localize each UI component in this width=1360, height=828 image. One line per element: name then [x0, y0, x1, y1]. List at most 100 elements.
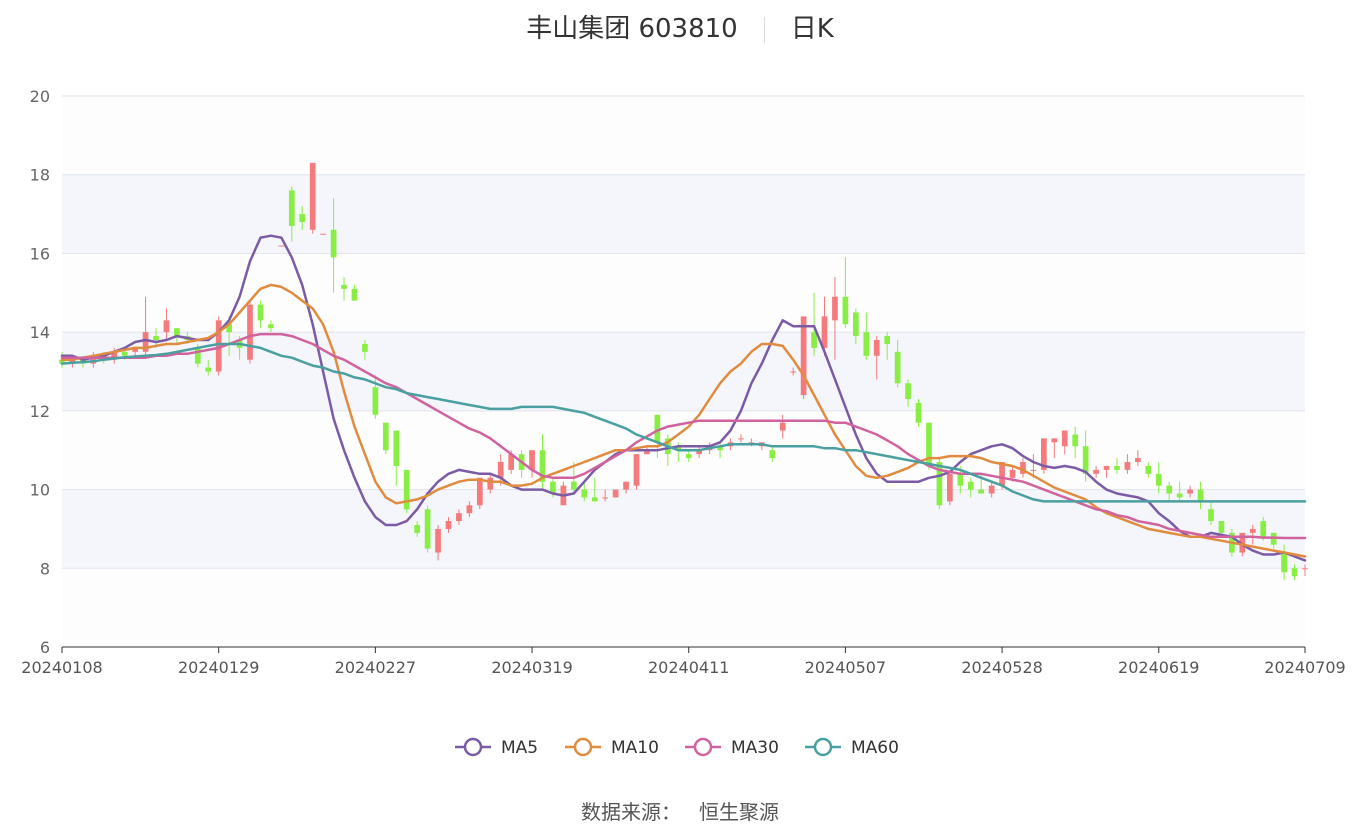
candle-body	[748, 442, 755, 444]
candle-body	[529, 450, 535, 470]
candle-body	[1082, 446, 1089, 474]
candle-body	[142, 332, 149, 352]
candle-body	[1145, 465, 1152, 474]
candle-body	[779, 422, 786, 431]
candle-body	[873, 340, 880, 356]
chart-title-stock: 丰山集团 603810	[526, 14, 738, 44]
candle-body	[205, 367, 212, 372]
candle-body	[456, 513, 462, 522]
candle-body	[612, 489, 619, 498]
candle-body	[132, 347, 138, 352]
candle-body	[821, 316, 828, 348]
candle-body	[226, 324, 232, 333]
candle-body	[372, 387, 379, 415]
candle-body	[1302, 568, 1308, 570]
candle-body	[1166, 485, 1173, 494]
candle-body	[738, 438, 744, 440]
grid-band	[62, 568, 1305, 647]
legend-marker-icon	[573, 737, 593, 757]
candle-body	[1103, 465, 1110, 470]
x-tick-label: 20240411	[648, 658, 729, 677]
candle-body	[967, 481, 974, 490]
candle-body	[445, 521, 452, 529]
candle-body	[1239, 532, 1246, 553]
y-tick-label: 20	[30, 87, 50, 106]
candle-body	[257, 304, 264, 321]
candle-body	[988, 485, 995, 494]
candle-body	[842, 296, 849, 325]
candle-body	[570, 481, 577, 490]
x-tick-label: 20240108	[21, 658, 102, 677]
ma-line-ma30	[60, 332, 1307, 540]
candle-body	[550, 481, 556, 494]
candle-body	[1041, 438, 1047, 470]
candle-body	[811, 332, 817, 348]
candle-body	[278, 245, 285, 247]
candle-body	[591, 497, 598, 502]
candle-body	[1051, 438, 1058, 443]
candle-body	[153, 336, 159, 341]
chart-title: 丰山集团 603810 日K	[0, 8, 1360, 45]
candle-body	[926, 422, 932, 466]
candle-body	[393, 430, 400, 466]
legend-marker-icon	[693, 737, 713, 757]
legend-label: MA5	[501, 738, 538, 758]
chart-title-period: 日K	[790, 14, 834, 44]
candle-body	[194, 347, 201, 364]
candle-body	[1020, 462, 1026, 474]
candle-body	[382, 422, 389, 451]
candle-body	[403, 469, 410, 510]
candle-body	[362, 343, 368, 352]
candle-body	[790, 371, 797, 373]
legend-label: MA60	[851, 738, 899, 758]
candle-body	[1061, 430, 1068, 447]
candle-body	[330, 229, 337, 258]
kline-chart: 6 8 10 12 14 16 18 20 20240108 20240129 20240227 20…	[21, 87, 1345, 758]
x-tick-label: 20240129	[178, 658, 259, 677]
candle-body	[476, 477, 483, 506]
candle-body	[999, 462, 1005, 486]
candle-body	[884, 336, 891, 344]
grid-band	[62, 96, 1305, 175]
moving-average-lines	[60, 234, 1307, 562]
legend-marker-icon	[813, 737, 833, 757]
candle-body	[947, 473, 953, 502]
candle-body	[414, 524, 420, 533]
candle-body	[163, 320, 170, 333]
candle-body	[1249, 528, 1256, 533]
candle-body	[121, 351, 128, 356]
candle-body	[853, 312, 859, 337]
candle-body	[1030, 469, 1037, 471]
legend-label: MA30	[731, 738, 779, 758]
candle-body	[497, 462, 504, 478]
candle-body	[623, 481, 629, 490]
data-source-value: 恒生聚源	[699, 800, 779, 824]
candle-body	[1208, 509, 1214, 522]
candle-body	[1218, 521, 1225, 533]
candle-body	[894, 351, 901, 384]
grid-band	[62, 489, 1305, 569]
candle-body	[978, 489, 985, 494]
legend: MA5 MA10 MA30 MA60	[455, 737, 899, 758]
candle-body	[466, 505, 473, 514]
candle-body	[508, 454, 514, 470]
candle-body	[915, 402, 922, 423]
candle-body	[539, 450, 546, 482]
axes: 6 8 10 12 14 16 18 20 20240108 20240129 20240227 20…	[21, 87, 1345, 677]
candle-body	[863, 332, 870, 356]
candle-body	[424, 509, 431, 549]
legend-label: MA10	[611, 738, 659, 758]
candle-body	[654, 414, 661, 443]
candle-body	[309, 162, 316, 230]
candle-body	[435, 528, 441, 553]
candle-body	[1187, 489, 1193, 494]
grid-band	[62, 253, 1305, 333]
candle-body	[1009, 469, 1016, 478]
x-tick-label: 20240528	[961, 658, 1042, 677]
grid-band	[62, 174, 1305, 254]
candle-body	[174, 328, 180, 337]
x-tick-label: 20240709	[1264, 658, 1345, 677]
legend-marker-icon	[463, 737, 483, 757]
grid-bands	[62, 96, 1305, 647]
candle-body	[1176, 493, 1183, 498]
